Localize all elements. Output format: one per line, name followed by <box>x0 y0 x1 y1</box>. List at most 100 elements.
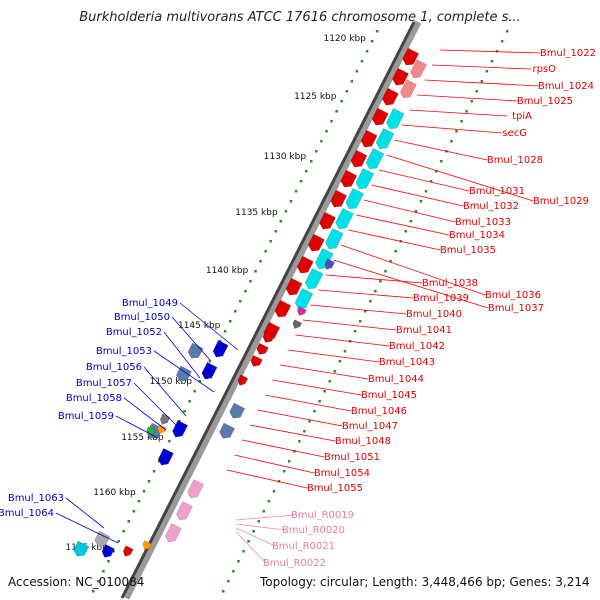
gene-left-slate[interactable] <box>186 342 204 361</box>
gene-label-right[interactable]: Bmul_1039 <box>413 293 469 304</box>
gene-label-left[interactable]: Bmul_1064 <box>0 508 54 519</box>
gene-label-right[interactable]: Bmul_1044 <box>368 374 424 385</box>
gene-label-rna[interactable]: Bmul_R0020 <box>282 525 345 536</box>
gene-outer-red[interactable] <box>249 354 263 368</box>
gene-outer-red[interactable] <box>261 330 275 344</box>
leader-line-left <box>179 302 239 351</box>
gene-inner-cyan[interactable] <box>293 288 314 311</box>
gene-label-right[interactable]: Bmul_1042 <box>389 341 445 352</box>
gene-inner-cyan[interactable] <box>324 228 344 251</box>
gene-label-right[interactable]: Bmul_1043 <box>379 357 435 368</box>
gene-label-right[interactable]: Bmul_1041 <box>396 325 452 336</box>
gene-outer-red[interactable] <box>349 149 368 170</box>
gene-outer-red[interactable] <box>370 107 389 128</box>
gene-label-left[interactable]: Bmul_1063 <box>8 493 64 504</box>
gene-inner-pink[interactable] <box>399 79 417 100</box>
gene-inner-slate[interactable] <box>228 402 246 421</box>
leader-line-right <box>257 409 343 427</box>
gene-small-magenta[interactable] <box>296 306 307 318</box>
gene-inner-cyan[interactable] <box>334 208 354 231</box>
gene-left-blue[interactable] <box>156 448 174 467</box>
gene-outer-red[interactable] <box>273 299 292 320</box>
gene-outer-red[interactable] <box>306 233 325 254</box>
gene-label-right[interactable]: Bmul_1040 <box>406 309 462 320</box>
gene-label-right[interactable]: Bmul_1047 <box>342 421 398 432</box>
gene-left-slate[interactable] <box>175 365 192 384</box>
gene-bottom-blue[interactable] <box>100 544 115 559</box>
gene-outer-red[interactable] <box>401 47 420 68</box>
gene-label-left[interactable]: Bmul_1056 <box>86 362 142 373</box>
ruler-dot <box>252 530 255 533</box>
gene-small-blue[interactable] <box>323 258 335 272</box>
gene-label-right[interactable]: Bmul_1038 <box>422 278 478 289</box>
gene-label-right[interactable]: secG <box>502 128 527 139</box>
leader-line-right <box>310 304 407 315</box>
gene-outer-red[interactable] <box>391 67 409 88</box>
gene-label-left[interactable]: Bmul_1050 <box>114 312 170 323</box>
gene-inner-cyan[interactable] <box>364 148 385 171</box>
leader-line-right <box>295 334 390 347</box>
gene-rna-pink[interactable] <box>186 479 205 500</box>
gene-outer-red[interactable] <box>284 277 303 298</box>
gene-left-orange[interactable] <box>156 424 167 436</box>
gene-label-left[interactable]: Bmul_1049 <box>122 298 178 309</box>
gene-label-right[interactable]: Bmul_1045 <box>361 390 417 401</box>
gene-small-grey[interactable] <box>291 319 303 331</box>
gene-label-right[interactable]: tpiA <box>512 111 532 122</box>
gene-label-left[interactable]: Bmul_1052 <box>106 327 162 338</box>
gene-bottom-grey[interactable] <box>93 530 111 549</box>
gene-outer-red[interactable] <box>359 129 378 150</box>
gene-label-rna[interactable]: Bmul_R0021 <box>272 541 335 552</box>
gene-label-right[interactable]: Bmul_1033 <box>455 217 511 228</box>
gene-label-right[interactable]: Bmul_1054 <box>314 468 370 479</box>
gene-label-right[interactable]: Bmul_1028 <box>487 155 543 166</box>
gene-label-left[interactable]: Bmul_1059 <box>58 411 114 422</box>
gene-label-right[interactable]: Bmul_1035 <box>440 245 496 256</box>
gene-label-right[interactable]: Bmul_1022 <box>540 48 596 59</box>
gene-outer-red[interactable] <box>295 255 314 276</box>
gene-label-right[interactable]: Bmul_1046 <box>351 406 407 417</box>
gene-inner-cyan[interactable] <box>344 188 364 211</box>
gene-outer-red[interactable] <box>339 169 358 190</box>
gene-label-right[interactable]: Bmul_1051 <box>324 452 380 463</box>
gene-label-right[interactable]: Bmul_1032 <box>463 201 519 212</box>
gene-label-right[interactable]: Bmul_1029 <box>533 196 589 207</box>
gene-label-right[interactable]: Bmul_1024 <box>538 81 594 92</box>
gene-bottom-cyan[interactable] <box>72 540 90 559</box>
gene-outer-red[interactable] <box>255 342 269 356</box>
gene-outer-red[interactable] <box>380 87 399 108</box>
gene-label-left[interactable]: Bmul_1058 <box>66 393 122 404</box>
gene-label-right[interactable]: Bmul_1048 <box>335 436 391 447</box>
gene-label-right[interactable]: Bmul_1034 <box>449 230 505 241</box>
gene-outer-red[interactable] <box>329 189 348 210</box>
gene-outer-red[interactable] <box>318 211 336 232</box>
gene-inner-orange[interactable] <box>141 540 153 552</box>
gene-label-right[interactable]: Bmul_1037 <box>488 303 544 314</box>
gene-label-right[interactable]: Bmul_1055 <box>307 483 363 494</box>
gene-label-right[interactable]: Bmul_1031 <box>469 186 525 197</box>
gene-label-left[interactable]: Bmul_1057 <box>76 378 132 389</box>
gene-inner-cyan[interactable] <box>384 108 405 131</box>
gene-inner-cyan[interactable] <box>374 128 395 151</box>
gene-left-grey[interactable] <box>158 413 171 427</box>
gene-left-blue[interactable] <box>171 420 189 439</box>
gene-left-blue[interactable] <box>211 340 229 359</box>
gene-inner-pink[interactable] <box>409 59 427 80</box>
gene-label-rna[interactable]: Bmul_R0019 <box>291 510 354 521</box>
gene-inner-cyan[interactable] <box>303 268 324 291</box>
gene-label-group: Bmul_1022 rpsO Bmul_1024 Bmul_1025 tpiA secG B… <box>0 48 596 569</box>
gene-label-rna[interactable]: Bmul_R0022 <box>263 558 326 569</box>
gene-left-blue[interactable] <box>200 362 218 381</box>
gene-bottom-red[interactable] <box>121 545 134 559</box>
gene-label-right[interactable]: Bmul_1025 <box>517 96 573 107</box>
gene-rna-pink[interactable] <box>163 523 182 544</box>
gene-outer-red[interactable] <box>236 374 249 388</box>
gene-rna-pink[interactable] <box>175 501 193 522</box>
gene-label-left[interactable]: Bmul_1053 <box>96 346 152 357</box>
gene-inner-slate[interactable] <box>218 422 235 441</box>
gene-inner-cyan[interactable] <box>354 168 375 191</box>
gene-label-right[interactable]: Bmul_1036 <box>485 290 541 301</box>
gene-label-right[interactable]: rpsO <box>532 64 556 75</box>
leader-line-left <box>143 366 187 417</box>
